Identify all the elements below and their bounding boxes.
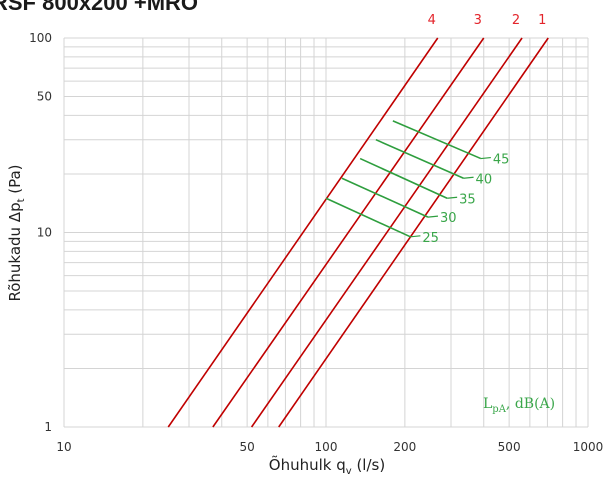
series-line-2 — [250, 37, 523, 428]
sound-label-35: 35 — [459, 192, 476, 207]
sound-line-30 — [341, 177, 429, 218]
series-label-1: 1 — [538, 13, 546, 28]
x-tick-label: 10 — [56, 440, 71, 454]
y-tick-label: 10 — [37, 226, 52, 240]
series-label-2: 2 — [512, 13, 520, 28]
y-tick-label: 1 — [44, 420, 52, 434]
x-tick-label: 1000 — [573, 440, 604, 454]
svg-text:Rõhukadu Δpt (Pa): Rõhukadu Δpt (Pa) — [6, 164, 27, 301]
sound-label-30: 30 — [440, 211, 457, 226]
pressure-series: 1 2 3 4 — [167, 13, 549, 428]
sound-label-40: 40 — [476, 172, 493, 187]
sound-label-25: 25 — [422, 231, 439, 246]
x-axis-label: Õhuhulk qv (l/s) — [269, 455, 385, 477]
sound-line-leader-40 — [463, 176, 474, 179]
sound-line-35 — [359, 157, 448, 199]
y-tick-label: 50 — [37, 90, 52, 104]
sound-line-40 — [375, 138, 464, 180]
sound-line-45 — [392, 120, 482, 160]
y-tick-label: 100 — [29, 31, 52, 45]
x-tick-label: 200 — [393, 440, 416, 454]
sound-label-45: 45 — [493, 153, 510, 168]
chart-title: RSF 800x200 +MRO — [0, 0, 198, 15]
y-tick-labels: 1 10 50 100 — [29, 31, 52, 434]
grid-lines — [63, 37, 589, 428]
series-line-3 — [212, 37, 485, 428]
sound-line-25 — [325, 197, 411, 238]
x-tick-label: 50 — [239, 440, 254, 454]
series-label-4: 4 — [428, 13, 436, 28]
sound-line-leader-25 — [410, 235, 421, 238]
series-line-1 — [278, 37, 549, 428]
x-tick-label: 100 — [315, 440, 338, 454]
x-tick-labels: 10 50 100 200 500 1000 — [56, 440, 603, 454]
sound-line-leader-30 — [427, 215, 439, 218]
series-line-4 — [167, 37, 439, 428]
sound-level-annotation: LpA, dB(A) — [483, 396, 555, 415]
sound-line-leader-45 — [480, 156, 491, 160]
x-tick-label: 500 — [498, 440, 521, 454]
y-axis-label: Rõhukadu Δpt (Pa) — [6, 164, 27, 301]
sound-line-leader-35 — [447, 196, 458, 199]
series-label-3: 3 — [474, 13, 482, 28]
